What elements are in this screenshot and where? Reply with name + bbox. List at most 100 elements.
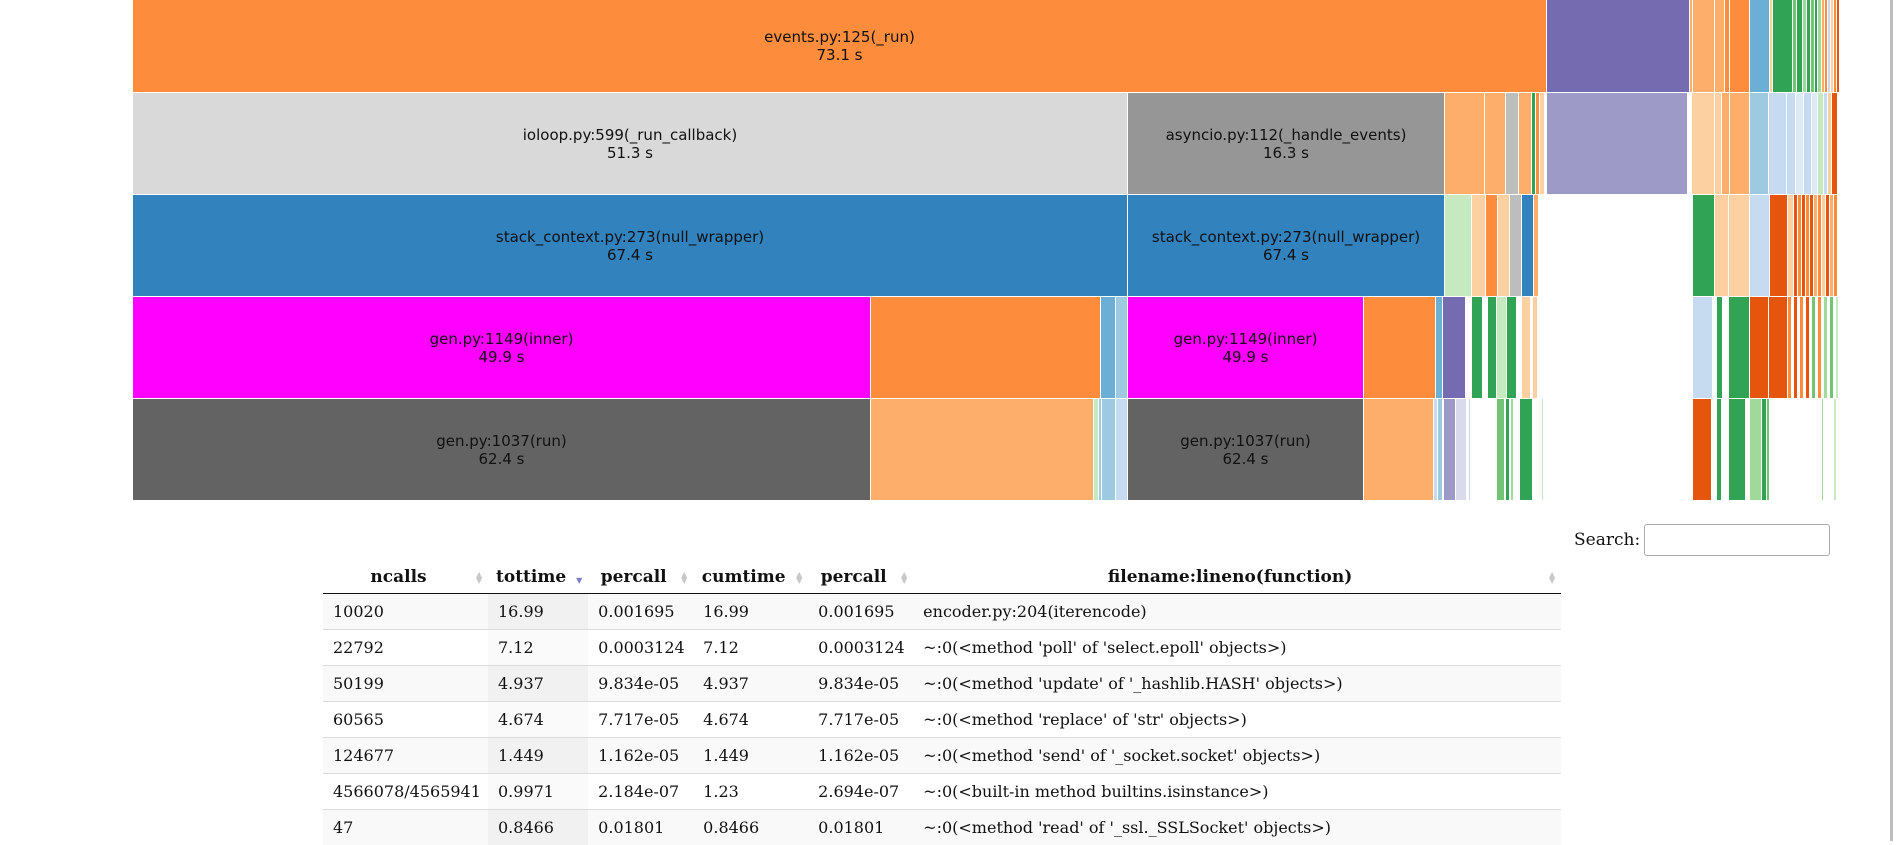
gen-run-block-2[interactable]: gen.py:1037(run)62.4 s	[1128, 399, 1364, 501]
icicle-block[interactable]	[1722, 93, 1730, 195]
icicle-block[interactable]	[1769, 297, 1788, 399]
icicle-block[interactable]	[1836, 297, 1839, 399]
icicle-block[interactable]	[1498, 195, 1510, 297]
icicle-block[interactable]	[1834, 195, 1838, 297]
icicle-block[interactable]	[1445, 93, 1485, 195]
icicle-block[interactable]	[1445, 195, 1472, 297]
icicle-block[interactable]	[1443, 297, 1466, 399]
icicle-block[interactable]	[1116, 399, 1128, 501]
icicle-block[interactable]	[1767, 399, 1770, 501]
column-header-cumtime[interactable]: cumtime ▲▼	[693, 560, 808, 594]
column-header-percall-tottime[interactable]: percall ▲▼	[588, 560, 693, 594]
icicle-block[interactable]	[871, 399, 1094, 501]
column-header-tottime[interactable]: tottime ▼	[488, 560, 588, 594]
icicle-block[interactable]	[1729, 297, 1750, 399]
icicle-block[interactable]	[1804, 93, 1812, 195]
icicle-block[interactable]	[1750, 297, 1769, 399]
icicle-block[interactable]	[1456, 399, 1467, 501]
icicle-block[interactable]	[1364, 297, 1436, 399]
icicle-block[interactable]	[1533, 297, 1538, 399]
icicle-block[interactable]	[1794, 297, 1798, 399]
icicle-block[interactable]	[1717, 399, 1722, 501]
icicle-block[interactable]	[1750, 93, 1769, 195]
icicle-block[interactable]	[1770, 195, 1788, 297]
icicle-block[interactable]	[1540, 93, 1545, 195]
icicle-block[interactable]	[1547, 0, 1690, 93]
icicle-block[interactable]	[1510, 195, 1522, 297]
icicle-block[interactable]	[1116, 297, 1128, 399]
icicle-block[interactable]	[1824, 297, 1828, 399]
icicle-block[interactable]	[1837, 0, 1840, 93]
icicle-block[interactable]	[1717, 297, 1723, 399]
icicle-block[interactable]	[1438, 399, 1443, 501]
icicle-block[interactable]	[1497, 297, 1507, 399]
icicle-block[interactable]	[1522, 195, 1534, 297]
column-header-function[interactable]: filename:lineno(function) ▲▼	[913, 560, 1561, 594]
events-run-block[interactable]: events.py:125(_run)73.1 s	[133, 0, 1547, 93]
icicle-block[interactable]	[1715, 195, 1729, 297]
icicle-block[interactable]	[1729, 399, 1746, 501]
asyncio-handle-events-block[interactable]: asyncio.py:112(_handle_events)16.3 s	[1128, 93, 1445, 195]
icicle-block[interactable]	[1812, 297, 1816, 399]
gen-inner-block-1[interactable]: gen.py:1149(inner)49.9 s	[133, 297, 871, 399]
icicle-block[interactable]	[1693, 195, 1715, 297]
icicle-block[interactable]	[1750, 0, 1770, 93]
icicle-block[interactable]	[1715, 93, 1722, 195]
icicle-block[interactable]	[1364, 399, 1434, 501]
icicle-block[interactable]	[1520, 399, 1533, 501]
icicle-block[interactable]	[1519, 93, 1532, 195]
column-header-ncalls[interactable]: ncalls ▲▼	[323, 560, 488, 594]
icicle-block[interactable]	[1730, 93, 1750, 195]
gen-inner-block-2[interactable]: gen.py:1149(inner)49.9 s	[1128, 297, 1364, 399]
icicle-block[interactable]	[1472, 195, 1486, 297]
icicle-block[interactable]	[1488, 297, 1497, 399]
icicle-block[interactable]	[1511, 399, 1514, 501]
icicle-block[interactable]	[1693, 399, 1712, 501]
icicle-block[interactable]	[1715, 0, 1725, 93]
icicle-block[interactable]	[1769, 93, 1787, 195]
icicle-block[interactable]	[1542, 399, 1544, 501]
icicle-block[interactable]	[1101, 297, 1116, 399]
icicle-block[interactable]	[1693, 297, 1713, 399]
icicle-block[interactable]	[871, 297, 1101, 399]
column-header-percall-cumtime[interactable]: percall ▲▼	[808, 560, 913, 594]
search-input[interactable]	[1644, 524, 1830, 556]
scrollbar-thumb[interactable]	[1890, 0, 1893, 841]
icicle-block[interactable]	[1102, 399, 1116, 501]
icicle-block[interactable]	[1787, 93, 1796, 195]
gen-run-block-1[interactable]: gen.py:1037(run)62.4 s	[133, 399, 871, 501]
icicle-block[interactable]	[1534, 195, 1539, 297]
ioloop-run-callback-block[interactable]: ioloop.py:599(_run_callback)51.3 s	[133, 93, 1128, 195]
stack-context-null-wrapper-block-1[interactable]: stack_context.py:273(null_wrapper)67.4 s	[133, 195, 1128, 297]
icicle-block[interactable]	[1730, 0, 1750, 93]
icicle-block[interactable]	[1750, 399, 1762, 501]
icicle-block[interactable]	[1806, 297, 1810, 399]
icicle-block[interactable]	[1773, 0, 1793, 93]
icicle-block[interactable]	[1547, 93, 1688, 195]
icicle-block[interactable]	[1832, 93, 1838, 195]
stack-context-null-wrapper-block-2[interactable]: stack_context.py:273(null_wrapper)67.4 s	[1128, 195, 1445, 297]
icicle-block[interactable]	[1486, 195, 1498, 297]
icicle-block[interactable]	[1469, 399, 1471, 501]
icicle-block[interactable]	[1485, 93, 1506, 195]
icicle-block[interactable]	[1522, 297, 1531, 399]
icicle-block[interactable]	[1444, 399, 1456, 501]
icicle-block[interactable]	[1507, 297, 1517, 399]
icicle-block[interactable]	[1800, 297, 1804, 399]
icicle-block[interactable]	[1750, 195, 1770, 297]
icicle-block[interactable]	[1834, 399, 1837, 501]
icicle-block[interactable]	[1822, 399, 1824, 501]
icicle-block[interactable]	[1497, 399, 1505, 501]
icicle-block[interactable]	[1472, 297, 1483, 399]
icicle-block[interactable]	[1830, 297, 1834, 399]
icicle-block[interactable]	[1729, 195, 1750, 297]
icicle-block[interactable]	[1692, 93, 1715, 195]
icicle-block[interactable]	[1436, 297, 1443, 399]
